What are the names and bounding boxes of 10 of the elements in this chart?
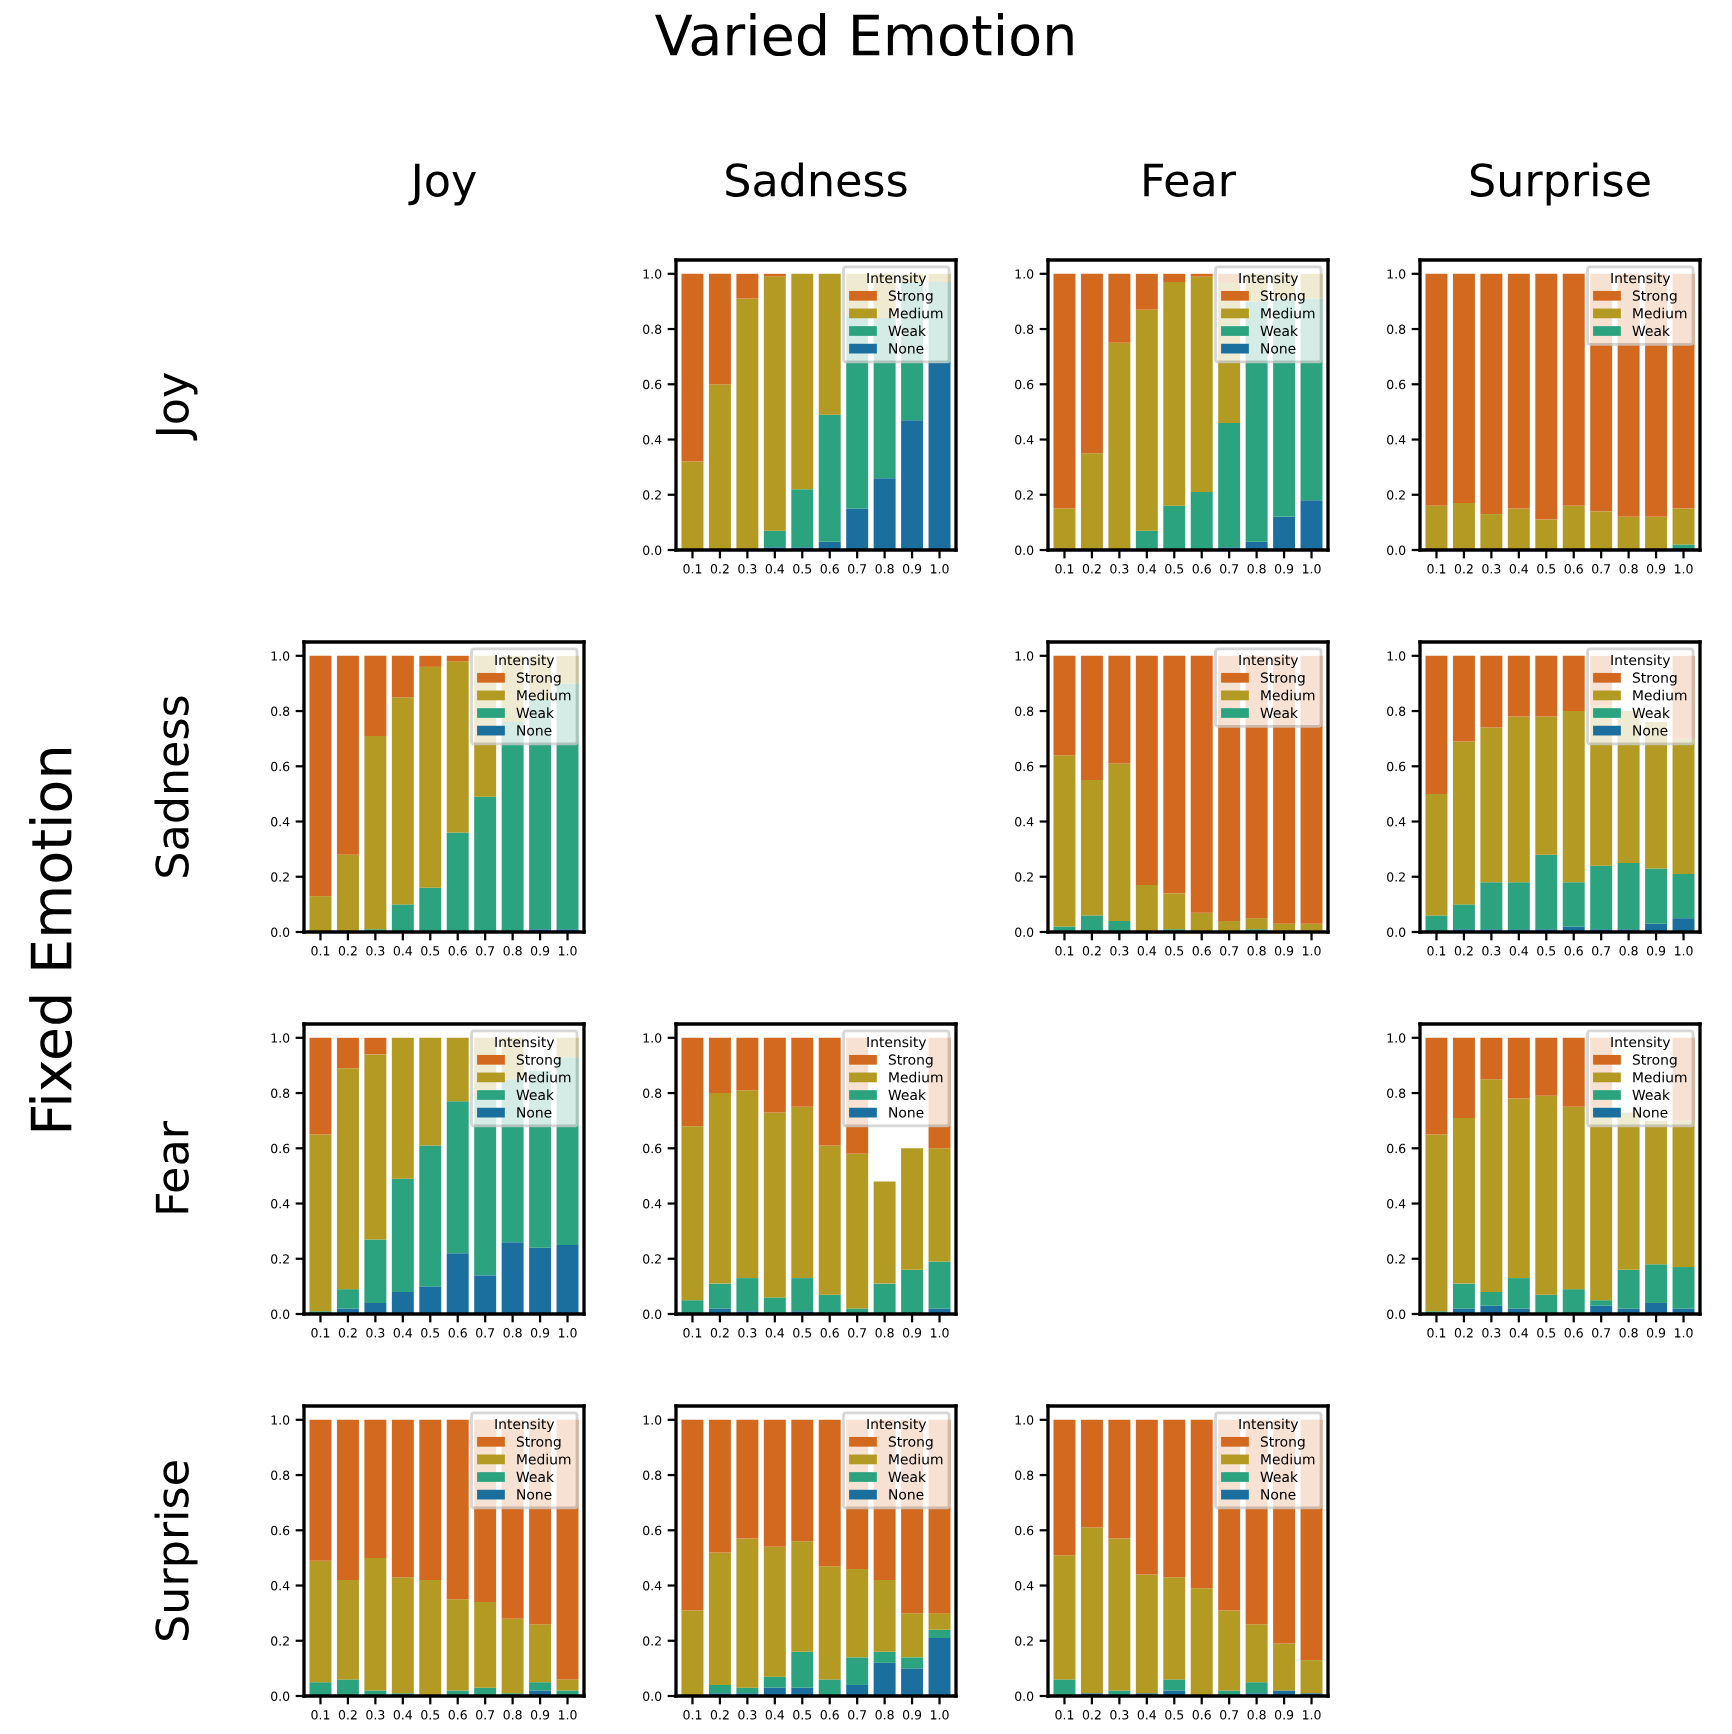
- text: Surprise: [154, 1461, 198, 1641]
- text: Fixed Emotion: [29, 749, 73, 1131]
- text: Sadness: [154, 696, 189, 877]
- text: Varied Emotion: [655, 13, 1073, 57]
- text: Joy: [408, 163, 476, 206]
- text: Sadness: [726, 162, 907, 197]
- text: Joy: [155, 373, 198, 441]
- text: Fear: [1144, 163, 1236, 197]
- text: Fear: [155, 1121, 189, 1213]
- text: Surprise: [1470, 162, 1650, 206]
